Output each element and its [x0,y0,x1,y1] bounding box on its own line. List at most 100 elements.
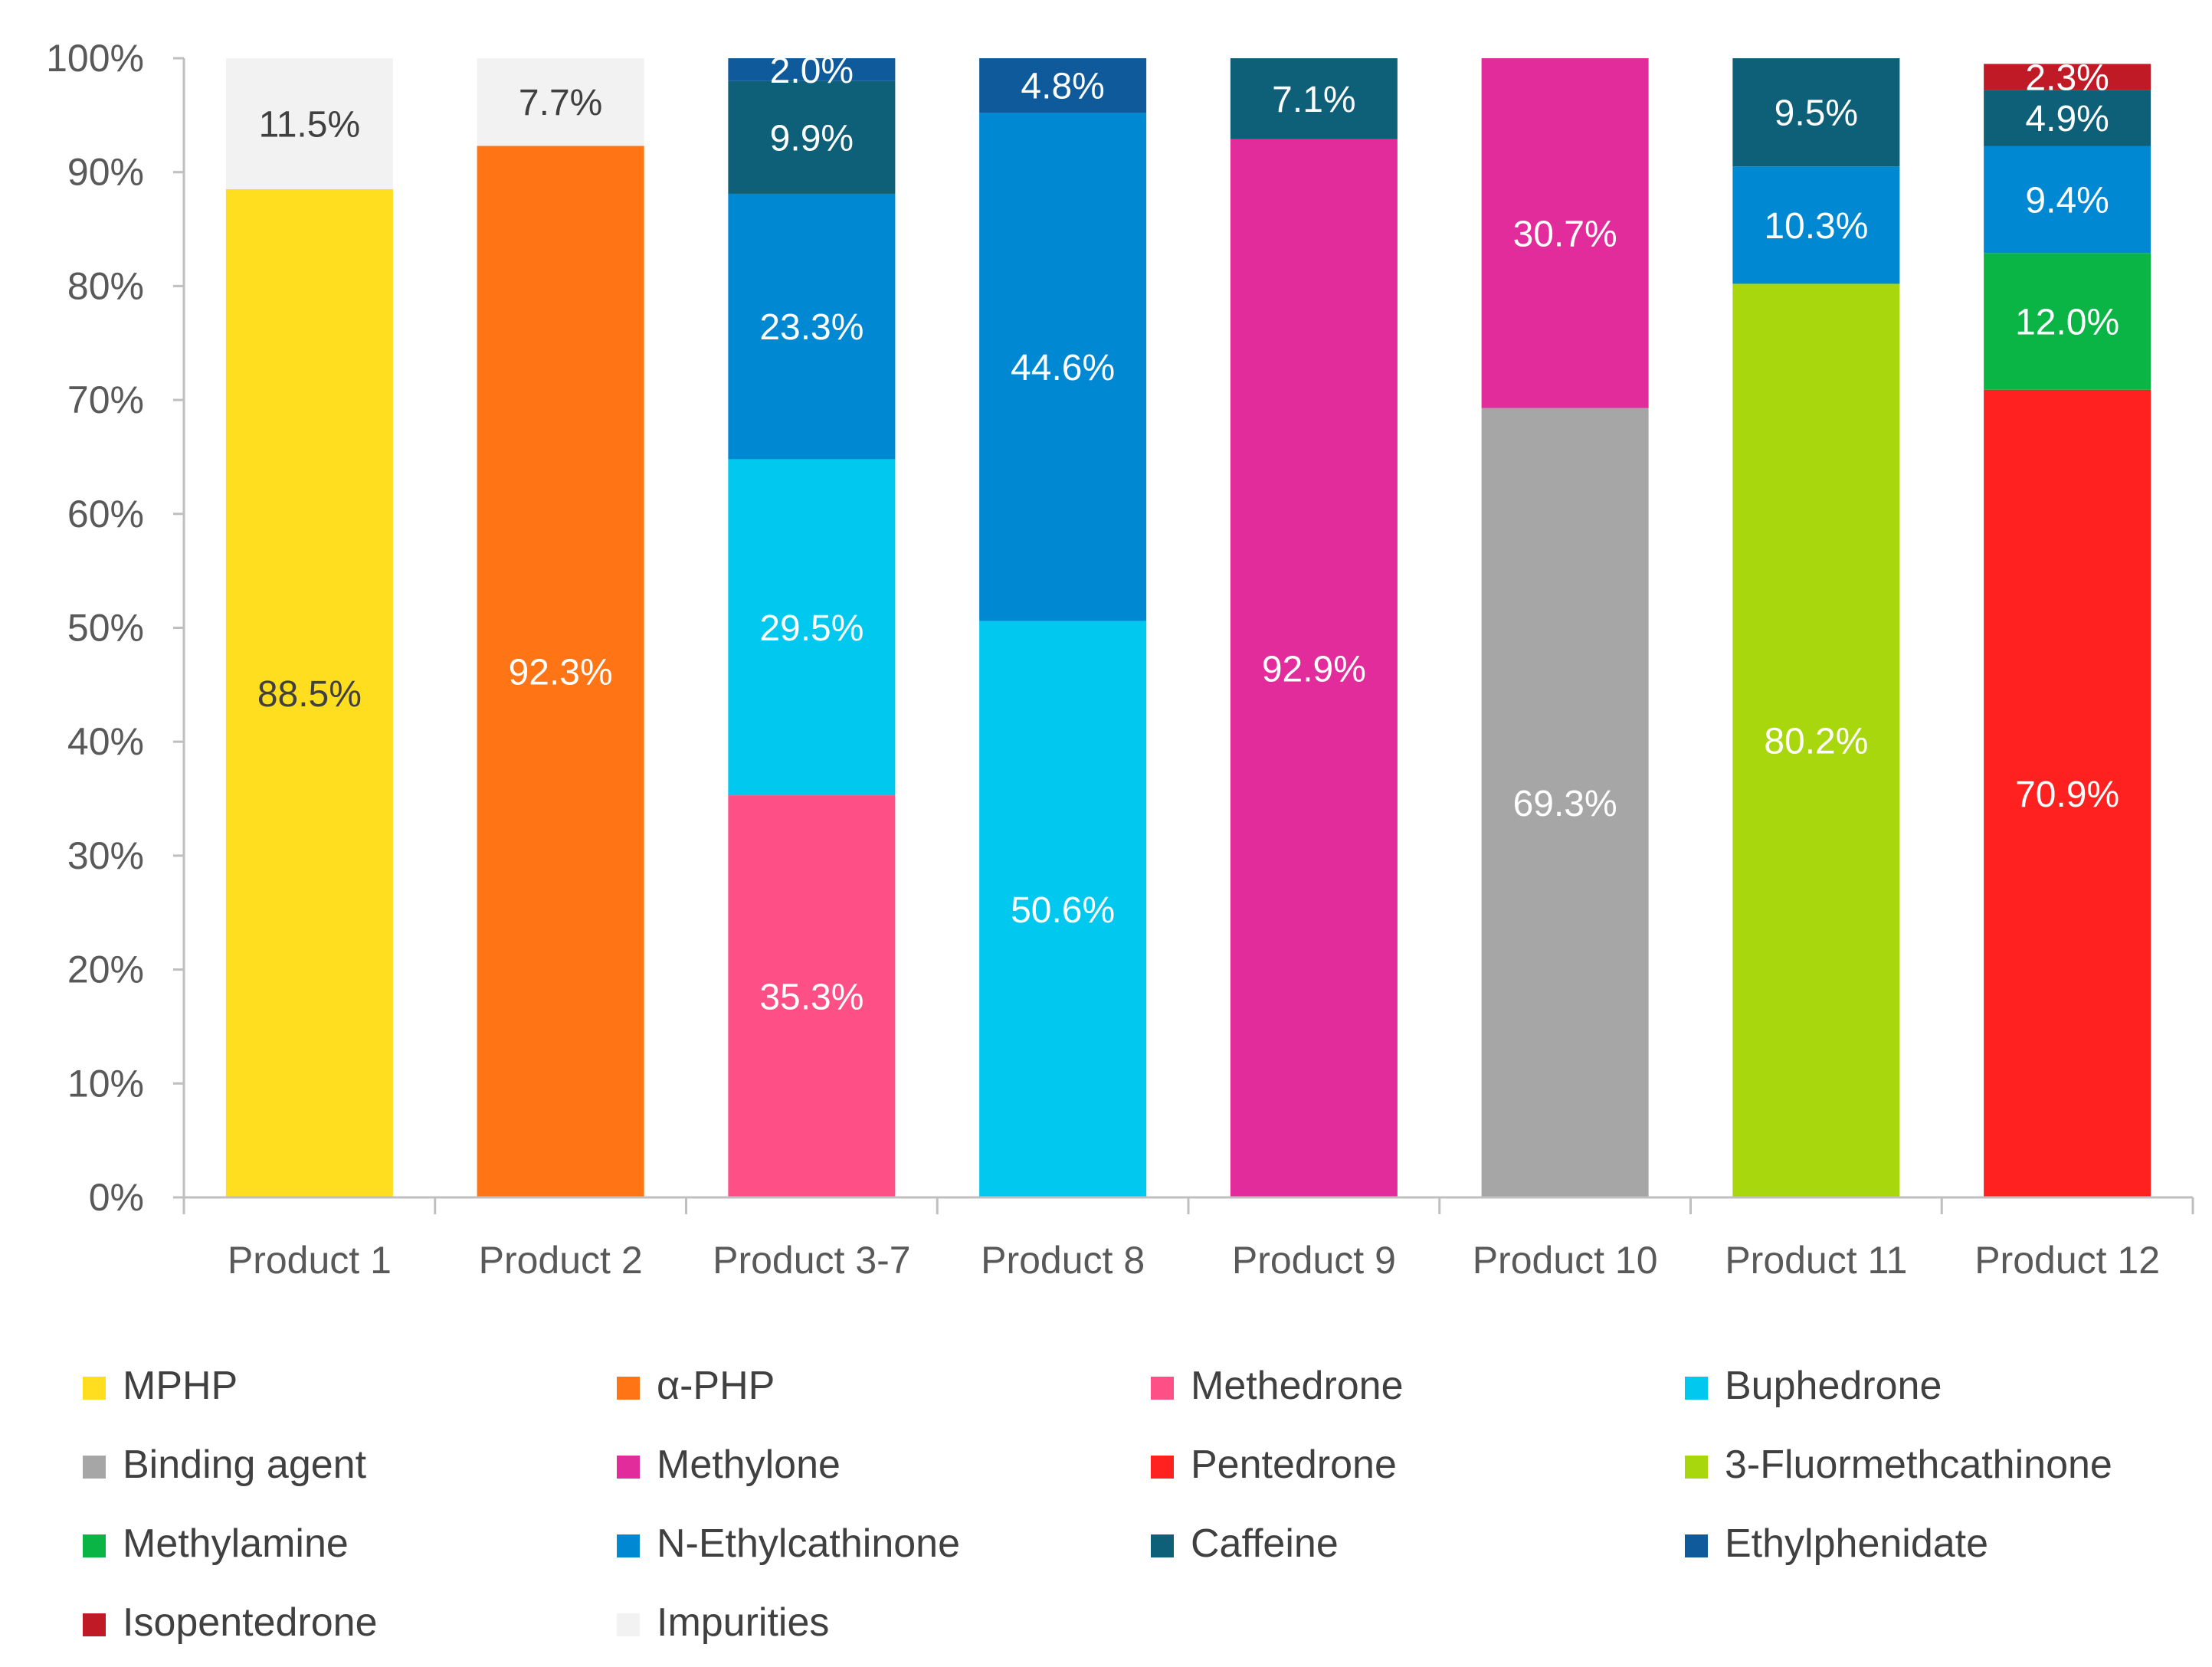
x-tick-label: Product 2 [479,1239,643,1282]
bar-segment [477,146,644,1197]
y-tick-label: 50% [67,607,144,650]
y-tick-label: 100% [46,37,144,80]
legend-swatch [617,1456,640,1479]
bars [225,58,2151,1197]
bar-segment [1230,139,1398,1197]
legend-swatch [1685,1377,1708,1400]
data-label: 9.5% [1775,93,1858,134]
data-label: 12.0% [2015,302,2119,342]
legend-swatch [1151,1534,1174,1557]
bar-segment [225,58,393,190]
bar-segment [1732,58,1900,167]
legend-label: Binding agent [123,1443,367,1487]
bar-segment [1481,408,1649,1197]
data-label: 9.4% [2025,180,2109,221]
legend-label: Caffeine [1191,1521,1339,1566]
bar-segment [477,58,644,146]
data-label: 7.7% [519,83,602,123]
bar-segment [728,459,896,796]
data-label: 23.3% [759,307,863,348]
data-label: 4.9% [2025,99,2109,139]
y-tick-label: 70% [67,378,144,421]
bar-segment [1230,58,1398,139]
legend-swatch [617,1377,640,1400]
y-tick-label: 60% [67,493,144,535]
legend-label: Isopentedrone [123,1600,378,1645]
x-tick-label: Product 1 [228,1239,392,1282]
bar-segment [1732,283,1900,1197]
data-label: 7.1% [1272,80,1355,120]
bar-segment [728,80,896,194]
bar-segment [728,193,896,460]
x-tick-label: Product 11 [1725,1239,1907,1282]
legend-swatch [1151,1377,1174,1400]
legend-label: MPHP [123,1364,238,1408]
legend-swatch [1685,1456,1708,1479]
bar-segment [225,189,393,1197]
legend-swatch [83,1613,106,1636]
y-axis-ticks: 0% 10% 20% 30% 40% 50% 60% 70% 80% 90% 100% [46,37,184,1219]
legend-label: Methylamine [123,1521,349,1566]
legend-label: Buphedrone [1725,1364,1942,1408]
legend-label: Impurities [657,1600,829,1645]
data-label: 29.5% [759,608,863,649]
legend-swatch [83,1377,106,1400]
bar-segment [728,58,896,81]
bar-segment [979,58,1147,113]
data-label: 70.9% [2015,775,2119,815]
legend-label: 3-Fluormethcathinone [1725,1443,2112,1487]
bar-segment [728,795,896,1197]
legend-swatch [617,1534,640,1557]
legend-swatch [83,1534,106,1557]
bar-segment [1732,166,1900,284]
legend-label: Pentedrone [1191,1443,1397,1487]
data-label: 50.6% [1011,890,1115,931]
x-axis-ticks: Product 1 Product 2 Product 3-7 Product 8 Pr… [182,1197,2194,1282]
data-label: 9.9% [770,118,854,159]
legend-label: Methedrone [1191,1364,1404,1408]
legend-swatch [1685,1534,1708,1557]
data-label: 35.3% [759,978,863,1018]
data-label: 2.3% [2025,58,2109,99]
legend-swatch [1151,1456,1174,1479]
legend-label: Methylone [657,1443,841,1487]
x-tick-label: Product 3-7 [713,1239,910,1282]
legend-label: Ethylphenidate [1725,1521,1988,1566]
x-tick-label: Product 10 [1473,1239,1658,1282]
bar-segment [1984,253,2151,390]
y-tick-label: 30% [67,834,144,877]
data-label: 30.7% [1513,214,1617,254]
data-label: 2.0% [770,51,854,91]
data-label: 4.8% [1021,67,1104,107]
bar-segment [1481,58,1649,408]
y-tick-label: 90% [67,151,144,194]
bar-segment [1984,90,2151,146]
data-label: 80.2% [1764,722,1868,762]
x-tick-label: Product 8 [981,1239,1145,1282]
data-label: 92.9% [1262,649,1366,689]
data-label: 69.3% [1513,784,1617,824]
bar-segment [1984,64,2151,90]
y-tick-label: 40% [67,720,144,763]
y-tick-label: 80% [67,264,144,307]
legend-swatch [83,1456,106,1479]
segment-labels: 88.5% 11.5% 92.3% 7.7% 35.3% 29.5% 23.3% 9.9% 2.… [257,51,2119,1018]
data-label: 11.5% [259,105,361,146]
legend-label: N-Ethylcathinone [657,1521,960,1566]
bar-segment [1984,389,2151,1197]
data-label: 44.6% [1011,348,1115,388]
bar-segment [979,113,1147,621]
bar-segment [1984,146,2151,254]
data-label: 88.5% [257,674,362,715]
data-label: 10.3% [1764,206,1868,247]
legend-swatch [617,1613,640,1636]
y-tick-label: 10% [67,1062,144,1105]
y-tick-label: 0% [89,1176,144,1219]
legend: MPHP α-PHP Methedrone Buphedrone Binding age… [83,1364,2112,1645]
y-tick-label: 20% [67,948,144,991]
legend-label: α-PHP [657,1364,775,1408]
x-tick-label: Product 12 [1974,1239,2160,1282]
data-label: 92.3% [509,653,613,693]
x-tick-label: Product 9 [1232,1239,1396,1282]
